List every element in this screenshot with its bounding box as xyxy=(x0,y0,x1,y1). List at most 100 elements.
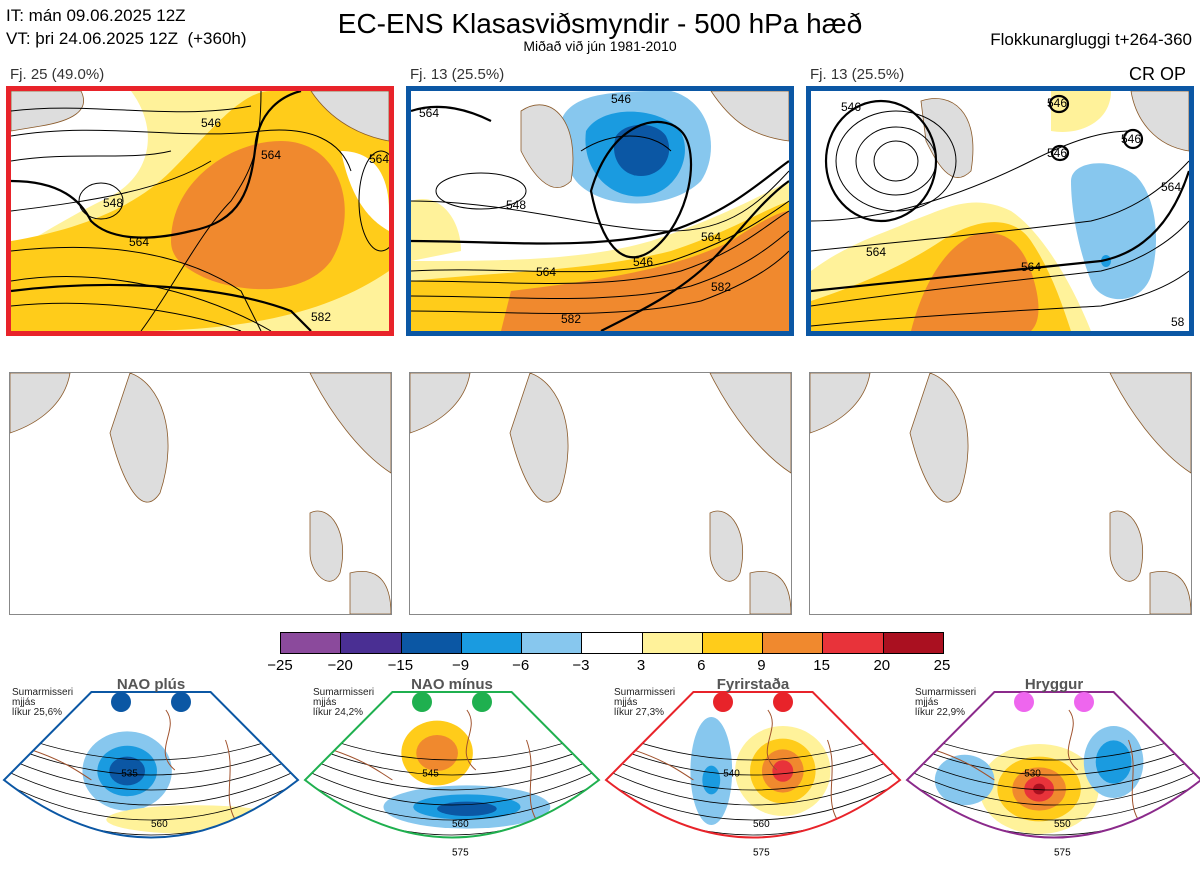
regime-name: NAO plús xyxy=(116,676,186,693)
cluster-2-contour-582b: 582 xyxy=(711,280,731,294)
colorbar-segment xyxy=(762,633,823,653)
anomaly-blob xyxy=(437,801,497,816)
anomaly-blob xyxy=(1024,856,1054,867)
regime-contour-label: 535 xyxy=(121,768,138,779)
cluster-1-title: Fj. 25 (49.0%) xyxy=(10,66,105,83)
regime-frame xyxy=(905,691,1200,839)
regime-marker-dot xyxy=(773,692,793,712)
colorbar-tick-label: −20 xyxy=(327,657,353,674)
regime-marker-dot xyxy=(1014,692,1034,712)
regime-marker-dot xyxy=(412,692,432,712)
regime-note-line: mjjás xyxy=(313,697,337,708)
anomaly-blob xyxy=(109,756,146,786)
regime-contour-label: 560 xyxy=(452,819,469,830)
regime-note-line: Sumarmisseri xyxy=(915,687,977,698)
anomaly-blob xyxy=(1033,783,1046,795)
height-contour xyxy=(907,742,1200,776)
height-contour xyxy=(606,755,900,791)
cluster-1-contour-582: 582 xyxy=(311,310,331,324)
cluster-3-contour-546c: 546 xyxy=(1047,146,1067,160)
colorbar-tick-label: 9 xyxy=(757,657,766,674)
regime-contour-label: 550 xyxy=(1054,819,1071,830)
colorbar-segment xyxy=(701,633,763,653)
height-contour xyxy=(305,768,599,806)
cluster-2-contour-582a: 582 xyxy=(561,312,581,326)
regime-note-line: Sumarmisseri xyxy=(614,687,676,698)
regime-frame xyxy=(2,691,300,839)
regime-fan-map: 535 560 xyxy=(2,691,300,870)
regime-frame xyxy=(604,691,902,839)
empty-map-3 xyxy=(809,372,1192,615)
cluster-3-contour-564a: 564 xyxy=(866,245,886,259)
colorbar-tick-label: 15 xyxy=(813,657,830,674)
colorbar-tick-label: −9 xyxy=(451,657,470,674)
regime-contour-label: 530 xyxy=(1024,768,1041,779)
colorbar-segment xyxy=(400,633,461,653)
colorbar-tick-label: −25 xyxy=(267,657,293,674)
header-info: IT: mán 09.06.2025 12Z VT: þri 24.06.202… xyxy=(6,4,247,50)
height-contour xyxy=(2,860,300,870)
colorbar-tick-label: −3 xyxy=(572,657,590,674)
cluster-3-contour-546d: 546 xyxy=(1121,132,1141,146)
regime-name: Fyrirstaða xyxy=(716,676,790,693)
regime-frame xyxy=(303,691,601,839)
cluster-1-contour-564b: 564 xyxy=(129,235,149,249)
anomaly-blob xyxy=(416,735,458,771)
height-contour xyxy=(606,781,900,821)
regime-note-line: líkur 24,2% xyxy=(313,707,364,718)
valid-time: VT: þri 24.06.2025 12Z (+360h) xyxy=(6,29,247,48)
height-contour xyxy=(907,781,1200,821)
height-contour xyxy=(905,860,1200,870)
regime-note-line: Sumarmisseri xyxy=(12,687,74,698)
height-contour xyxy=(305,755,599,791)
height-contour xyxy=(2,847,300,870)
regime-note-line: líkur 27,3% xyxy=(614,707,665,718)
anomaly-blob xyxy=(1095,740,1132,784)
regime-marker-dot xyxy=(111,692,131,712)
control-run-badge: CR OP xyxy=(1128,64,1186,84)
cluster-2-map: 564 546 548 546 564 564 582 582 xyxy=(406,86,794,336)
colorbar-tick-label: −6 xyxy=(512,657,530,674)
regime-note-line: mjjás xyxy=(12,697,36,708)
cluster-3-contour-546a: 546 xyxy=(841,100,861,114)
cluster-1-contour-548: 548 xyxy=(103,196,123,210)
height-contour xyxy=(907,755,1200,791)
height-contour xyxy=(604,860,902,870)
chart-title: EC-ENS Klasasviðsmyndir - 500 hPa hæð xyxy=(337,8,863,39)
regime-contour-label: 575 xyxy=(753,848,770,859)
regime-note: Sumarmisseri mjjás líkur 22,9% xyxy=(915,688,976,718)
init-time: IT: mán 09.06.2025 12Z xyxy=(6,6,186,25)
cluster-1-contour-546: 546 xyxy=(201,116,221,130)
height-contour xyxy=(4,781,298,821)
anomaly-blob xyxy=(702,765,721,795)
regime-note-line: mjjás xyxy=(614,697,638,708)
height-contour xyxy=(606,768,900,806)
height-contour xyxy=(4,742,298,776)
regime-name: NAO mínus xyxy=(411,676,493,693)
colorbar-segment xyxy=(460,633,522,653)
classification-window: Flokkunargluggi t+264-360 xyxy=(990,30,1192,49)
regime-contour-label: 560 xyxy=(151,819,168,830)
regime-contour-label: 575 xyxy=(1054,848,1071,859)
cluster-3-contour-564b: 564 xyxy=(1021,260,1041,274)
colorbar-segment xyxy=(281,633,341,653)
height-contour xyxy=(305,742,599,776)
regime-marker-dot xyxy=(171,692,191,712)
cluster-3-map: 546 546 546 546 564 564 564 58 xyxy=(806,86,1194,336)
colorbar-segment xyxy=(340,633,401,653)
regime-note: Sumarmisseri mjjás líkur 25,6% xyxy=(12,688,73,718)
regime-contour-label: 560 xyxy=(753,819,770,830)
cluster-3-contour-564c: 564 xyxy=(1161,180,1181,194)
regime-fan-map: 530 550 575 xyxy=(905,691,1200,870)
regime-marker-dot xyxy=(472,692,492,712)
regime-marker-dot xyxy=(713,692,733,712)
cluster-2-title: Fj. 13 (25.5%) xyxy=(410,66,505,83)
colorbar-tick-label: 6 xyxy=(697,657,706,674)
cluster-2-contour-546b: 546 xyxy=(633,255,653,269)
colorbar-tick-label: 25 xyxy=(933,657,951,674)
regime-note: Sumarmisseri mjjás líkur 27,3% xyxy=(614,688,675,718)
cluster-3-contour-58: 58 xyxy=(1171,315,1185,329)
height-contour xyxy=(907,768,1200,806)
cluster-2-contour-564a: 564 xyxy=(419,106,439,120)
regime-note-line: mjjás xyxy=(915,697,939,708)
